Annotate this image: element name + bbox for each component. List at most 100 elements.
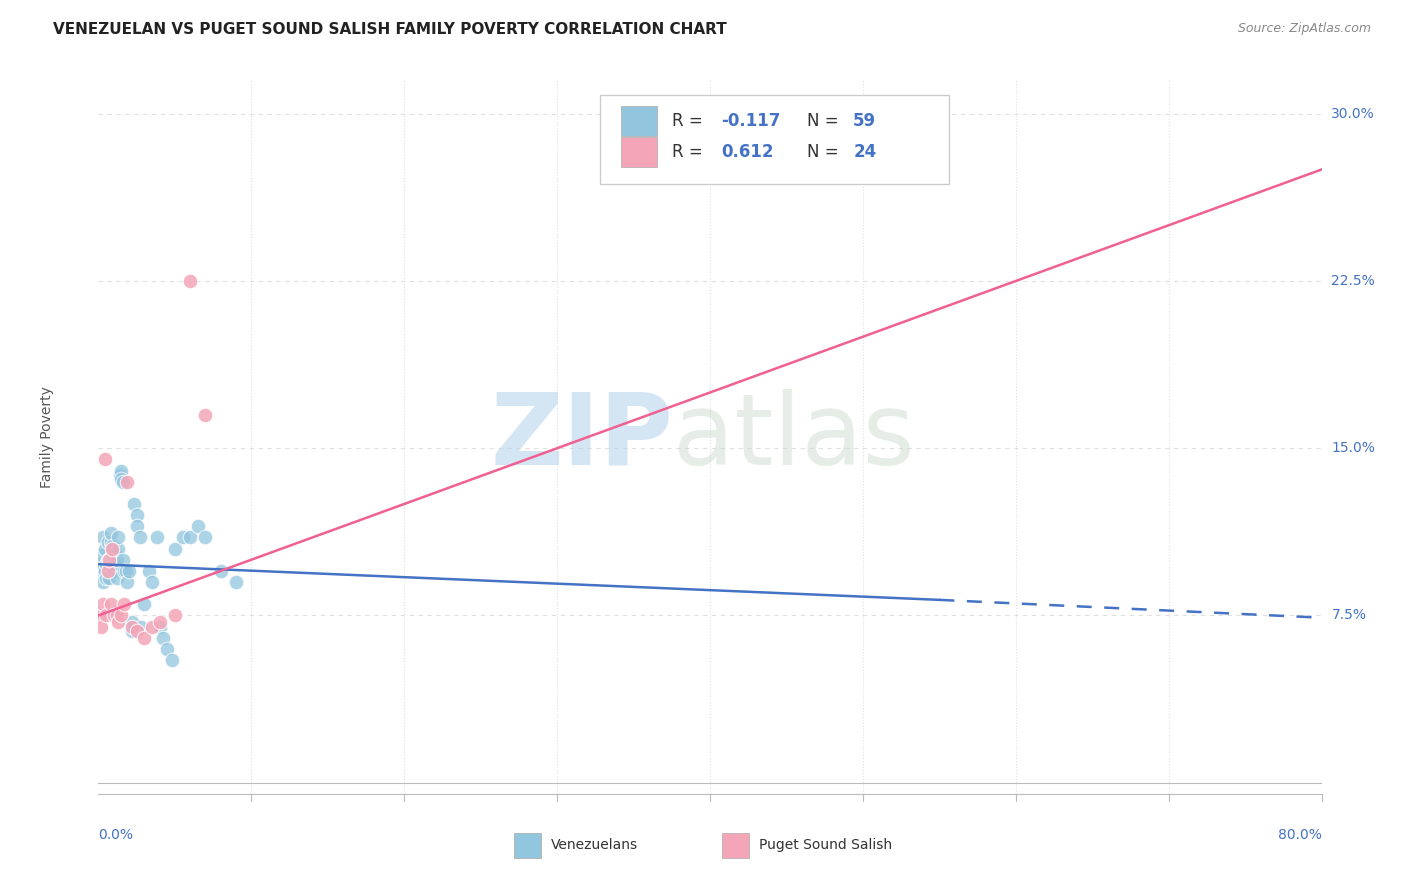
Point bbox=[98, 557, 121, 572]
Point bbox=[125, 508, 148, 523]
FancyBboxPatch shape bbox=[600, 95, 949, 184]
Point bbox=[100, 525, 122, 540]
Point bbox=[101, 541, 124, 556]
Point bbox=[110, 464, 132, 478]
Point bbox=[93, 541, 115, 556]
Point bbox=[141, 619, 163, 633]
Point bbox=[121, 615, 143, 630]
Text: 0.612: 0.612 bbox=[721, 144, 773, 161]
Point bbox=[194, 530, 217, 544]
Point bbox=[125, 624, 148, 639]
Point bbox=[121, 624, 143, 639]
Point bbox=[163, 541, 186, 556]
Point bbox=[121, 619, 143, 633]
Point bbox=[93, 452, 115, 467]
Text: 7.5%: 7.5% bbox=[1331, 608, 1367, 623]
Point bbox=[101, 557, 124, 572]
Point bbox=[152, 631, 174, 645]
Point bbox=[97, 564, 120, 578]
Point bbox=[112, 598, 135, 612]
Point bbox=[179, 274, 201, 288]
Point bbox=[112, 564, 135, 578]
Text: atlas: atlas bbox=[673, 389, 915, 485]
Point bbox=[163, 608, 186, 623]
Point bbox=[90, 564, 112, 578]
Point bbox=[90, 619, 112, 633]
Point bbox=[115, 564, 138, 578]
Point bbox=[108, 467, 131, 482]
Text: 0.0%: 0.0% bbox=[98, 828, 134, 842]
Point bbox=[117, 475, 139, 489]
Point bbox=[134, 631, 156, 645]
Point bbox=[105, 552, 128, 567]
Point bbox=[101, 539, 124, 553]
Point bbox=[160, 653, 183, 667]
Point bbox=[107, 541, 129, 556]
Point bbox=[97, 534, 120, 549]
Point bbox=[209, 564, 232, 578]
Text: N =: N = bbox=[807, 144, 844, 161]
Point bbox=[120, 619, 142, 633]
Bar bbox=[620, 137, 658, 168]
Point bbox=[194, 408, 217, 422]
Point bbox=[94, 608, 117, 623]
Point bbox=[107, 530, 129, 544]
Text: 80.0%: 80.0% bbox=[1278, 828, 1322, 842]
Text: Puget Sound Salish: Puget Sound Salish bbox=[759, 838, 891, 852]
Point bbox=[110, 473, 132, 487]
Bar bbox=[723, 833, 749, 858]
Point bbox=[118, 564, 141, 578]
Point bbox=[117, 575, 139, 590]
Point bbox=[129, 619, 152, 633]
Point bbox=[104, 546, 127, 560]
Point bbox=[89, 557, 111, 572]
Point bbox=[103, 608, 125, 623]
Point bbox=[107, 615, 129, 630]
Point bbox=[93, 564, 115, 578]
Point bbox=[103, 552, 125, 567]
Point bbox=[94, 557, 117, 572]
Point bbox=[97, 552, 120, 567]
Point bbox=[100, 534, 122, 549]
Point bbox=[104, 557, 127, 572]
Point bbox=[100, 598, 122, 612]
Point bbox=[141, 575, 163, 590]
Point bbox=[90, 548, 112, 563]
Text: R =: R = bbox=[672, 144, 709, 161]
Point bbox=[145, 530, 167, 544]
Text: VENEZUELAN VS PUGET SOUND SALISH FAMILY POVERTY CORRELATION CHART: VENEZUELAN VS PUGET SOUND SALISH FAMILY … bbox=[53, 22, 727, 37]
Text: 30.0%: 30.0% bbox=[1331, 107, 1375, 120]
Point bbox=[179, 530, 201, 544]
Point bbox=[172, 530, 194, 544]
Point bbox=[128, 530, 150, 544]
Text: 24: 24 bbox=[853, 144, 876, 161]
Text: R =: R = bbox=[672, 112, 709, 130]
Point bbox=[91, 530, 114, 544]
Point bbox=[101, 548, 124, 563]
Point bbox=[103, 564, 125, 578]
Point bbox=[156, 642, 179, 657]
Text: N =: N = bbox=[807, 112, 844, 130]
Text: ZIP: ZIP bbox=[491, 389, 673, 485]
Point bbox=[98, 571, 121, 585]
Point bbox=[110, 608, 132, 623]
Point bbox=[91, 598, 114, 612]
Text: Family Poverty: Family Poverty bbox=[39, 386, 53, 488]
Point bbox=[149, 615, 172, 630]
Point bbox=[225, 575, 247, 590]
Point bbox=[89, 608, 111, 623]
Point bbox=[138, 564, 160, 578]
Point bbox=[134, 598, 156, 612]
Text: 22.5%: 22.5% bbox=[1331, 274, 1375, 288]
Bar bbox=[620, 106, 658, 136]
Point bbox=[111, 475, 134, 489]
Text: 59: 59 bbox=[853, 112, 876, 130]
Text: -0.117: -0.117 bbox=[721, 112, 780, 130]
Point bbox=[105, 571, 128, 585]
Point bbox=[98, 552, 121, 567]
Point bbox=[94, 571, 117, 585]
Point bbox=[125, 519, 148, 533]
Point bbox=[100, 552, 122, 567]
Text: 15.0%: 15.0% bbox=[1331, 442, 1375, 455]
Point bbox=[91, 575, 114, 590]
